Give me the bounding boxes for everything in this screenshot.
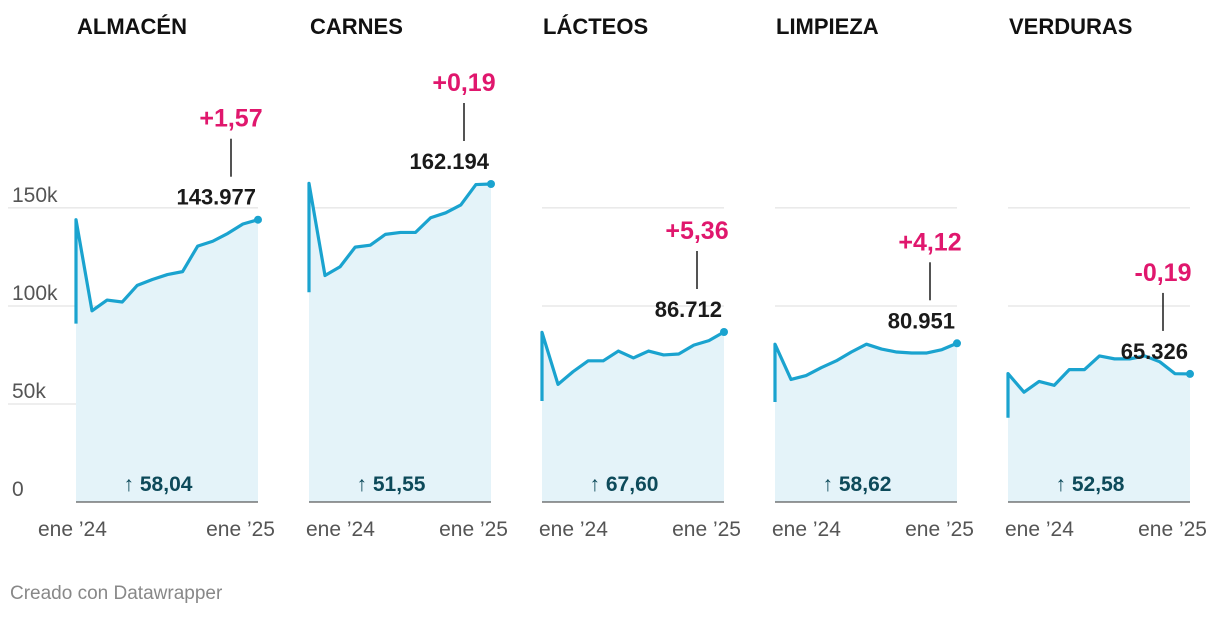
panel-title: LÁCTEOS [543,14,648,39]
x-tick-label: ene ’24 [306,518,375,541]
change-label: +0,19 [432,69,495,97]
x-tick-label: ene ’24 [1005,518,1074,541]
chart-panel: CARNES 162.194 +0,19 ↑ 51,55 ene ’24 ene ’25 [306,14,508,541]
series-line [773,341,958,403]
chart-panel: VERDURAS 65.326 -0,19 ↑ 52,58 ene ’24 ene ’25 [1005,14,1207,541]
last-value-label: 143.977 [176,185,256,210]
y-tick-label: 0 [12,478,24,501]
panel-title: CARNES [310,14,403,39]
y-tick-label: 100k [12,282,58,305]
x-tick-label: ene ’25 [439,518,508,541]
footer-credit: Creado con Datawrapper [10,583,223,604]
series-line [540,330,725,402]
end-point [1186,369,1194,378]
change-label: -0,19 [1135,259,1192,287]
change-label: +1,57 [199,105,262,133]
end-point [487,180,495,188]
last-value-label: 65.326 [1121,339,1188,364]
change-label: +4,12 [898,228,961,256]
end-point [720,327,728,336]
change-label: +5,36 [665,217,728,245]
x-tick-label: ene ’24 [38,518,107,541]
area-fill [1008,355,1190,502]
y-tick-label: 50k [12,380,46,403]
y-tick-label: 150k [12,184,58,207]
series-line [307,181,492,293]
panel-title: VERDURAS [1009,14,1132,39]
bottom-label: ↑ 51,55 [357,473,426,496]
series-line [74,218,259,324]
area-fill [309,183,491,502]
area-fill [76,219,258,502]
chart-panel: LIMPIEZA 80.951 +4,12 ↑ 58,62 ene ’24 ene ’25 [772,14,974,541]
x-tick-label: ene ’25 [905,518,974,541]
chart-panel: LÁCTEOS 86.712 +5,36 ↑ 67,60 ene ’24 ene ’25 [539,14,741,541]
area-fill [542,331,724,502]
end-point [254,215,262,224]
last-value-label: 86.712 [655,297,722,322]
x-tick-label: ene ’24 [539,518,608,541]
bottom-label: ↑ 58,62 [823,473,892,496]
x-tick-label: ene ’25 [206,518,275,541]
bottom-label: ↑ 67,60 [590,473,659,496]
bottom-label: ↑ 58,04 [124,473,193,496]
x-tick-label: ene ’24 [772,518,841,541]
series-line [1006,354,1191,418]
bottom-label: ↑ 52,58 [1056,473,1125,496]
panel-title: LIMPIEZA [776,14,879,39]
last-value-label: 80.951 [888,308,955,333]
chart-panel: ALMACÉN 143.977 +1,57 ↑ 58,04 ene ’24 ene ’25 [38,14,275,541]
last-value-label: 162.194 [409,149,489,174]
end-point [953,339,961,348]
x-tick-label: ene ’25 [1138,518,1207,541]
panel-title: ALMACÉN [77,14,187,39]
x-tick-label: ene ’25 [672,518,741,541]
area-fill [775,343,957,502]
